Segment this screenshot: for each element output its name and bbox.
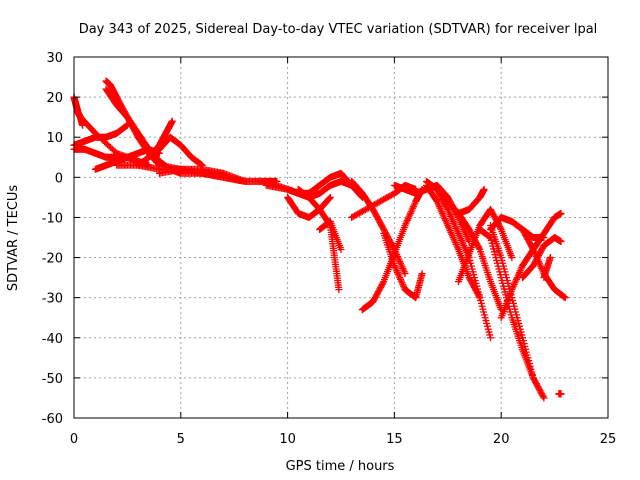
data-point: [326, 193, 334, 201]
y-tick-label: 0: [55, 171, 63, 186]
data-point: [528, 244, 536, 252]
data-point: [337, 246, 345, 254]
y-tick-label: 20: [46, 91, 63, 106]
data-point: [557, 209, 565, 217]
y-tick-label: -30: [42, 292, 63, 307]
series-arc-35: [555, 390, 565, 398]
data-point: [496, 224, 504, 232]
series-arc-34: [540, 254, 554, 282]
data-point: [379, 279, 387, 287]
data-point: [335, 286, 343, 294]
data-point: [443, 204, 451, 212]
x-tick-label: 20: [493, 432, 510, 447]
data-point: [557, 238, 565, 246]
chart-title: Day 343 of 2025, Sidereal Day-to-day VTE…: [79, 22, 598, 37]
data-point: [557, 390, 565, 398]
y-tick-label: -10: [42, 211, 63, 226]
x-tick-label: 25: [600, 432, 617, 447]
data-point: [561, 294, 569, 302]
y-axis-label: SDTVAR / TECUs: [6, 185, 21, 292]
plot-frame: [73, 56, 609, 419]
data-point: [540, 394, 548, 402]
data-point: [480, 185, 488, 193]
data-point: [539, 393, 547, 401]
x-tick-label: 5: [177, 432, 185, 447]
data-series: [70, 77, 569, 402]
axis-ticks: 0 5 10 15 20 25 -60 -50 -40 -30 -20 -10 0 10 20 30: [42, 51, 617, 447]
series-arc-24: [422, 177, 495, 342]
y-tick-label: -60: [42, 412, 63, 427]
data-point: [508, 254, 516, 262]
x-axis-label: GPS time / hours: [286, 459, 395, 474]
y-tick-label: -20: [42, 252, 63, 267]
series-arc-23: [422, 181, 484, 302]
y-tick-label: -50: [42, 372, 63, 387]
x-tick-label: 0: [70, 432, 78, 447]
series-arc-27: [454, 185, 488, 217]
series-arc-10: [145, 133, 206, 169]
y-tick-label: 30: [46, 51, 63, 66]
series-arc-21: [380, 229, 426, 302]
data-point: [475, 244, 483, 252]
series-arc-15: [284, 193, 334, 221]
data-point: [546, 254, 554, 262]
data-point: [529, 374, 537, 382]
data-point: [168, 117, 176, 125]
y-tick-label: 10: [46, 131, 63, 146]
data-point: [418, 270, 426, 278]
x-tick-label: 10: [279, 432, 296, 447]
series-arc-16: [316, 217, 345, 254]
data-point: [401, 270, 409, 278]
y-tick-label: -40: [42, 332, 63, 347]
x-tick-label: 15: [386, 432, 403, 447]
series-arc-33: [519, 234, 565, 282]
data-point: [487, 334, 495, 342]
data-point: [326, 194, 334, 202]
